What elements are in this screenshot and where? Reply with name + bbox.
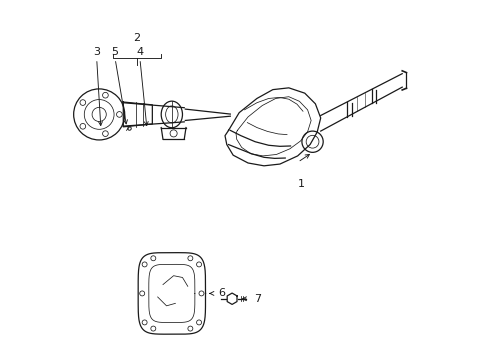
Text: 7: 7 xyxy=(254,294,261,304)
Text: 4: 4 xyxy=(136,47,143,57)
Text: 1: 1 xyxy=(297,179,304,189)
Text: 2: 2 xyxy=(133,33,140,43)
Text: 3: 3 xyxy=(93,47,100,57)
Text: 5: 5 xyxy=(111,47,119,57)
Text: 6: 6 xyxy=(218,288,224,298)
